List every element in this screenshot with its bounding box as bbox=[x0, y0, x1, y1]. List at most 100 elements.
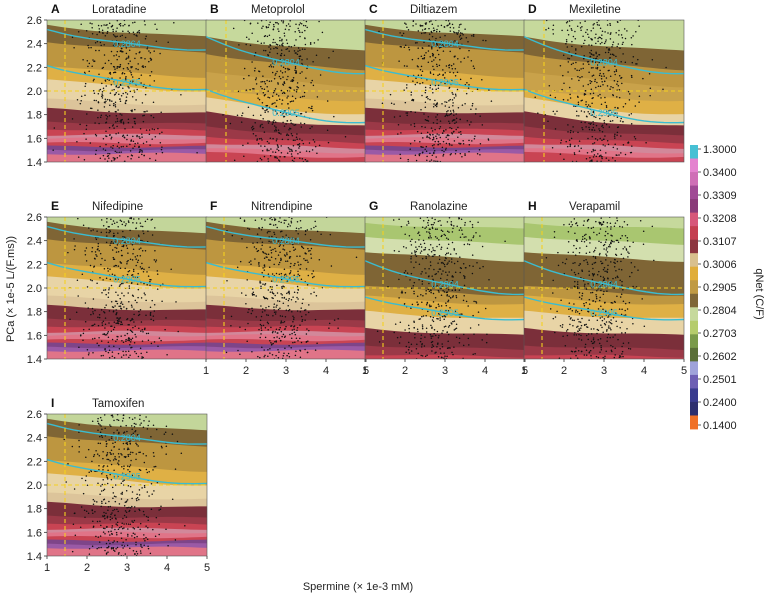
data-point bbox=[114, 35, 116, 37]
data-point bbox=[78, 346, 80, 349]
data-point bbox=[144, 37, 147, 40]
data-point bbox=[576, 25, 579, 27]
data-point bbox=[313, 226, 315, 229]
data-point bbox=[570, 54, 573, 57]
data-point bbox=[260, 81, 262, 83]
data-point bbox=[132, 31, 135, 33]
data-point bbox=[406, 26, 408, 28]
data-point bbox=[139, 149, 141, 151]
data-point bbox=[594, 257, 597, 259]
data-point bbox=[601, 316, 603, 318]
data-point bbox=[618, 74, 621, 77]
data-point bbox=[160, 148, 163, 151]
data-point bbox=[230, 325, 232, 327]
data-point bbox=[612, 146, 615, 149]
panel-title: Diltiazem bbox=[410, 4, 457, 16]
data-point bbox=[275, 126, 277, 128]
data-point bbox=[583, 241, 586, 243]
data-point bbox=[290, 298, 293, 301]
data-point bbox=[427, 310, 429, 313]
data-point bbox=[296, 138, 298, 141]
data-point bbox=[261, 102, 264, 104]
data-point bbox=[290, 46, 293, 48]
data-point bbox=[458, 289, 461, 291]
data-point bbox=[118, 285, 121, 287]
data-point bbox=[572, 262, 574, 264]
data-point bbox=[104, 348, 106, 351]
data-point bbox=[110, 83, 113, 86]
data-point bbox=[270, 65, 273, 68]
isoline-label: 0.2905 bbox=[272, 275, 300, 285]
data-point bbox=[280, 151, 283, 154]
data-point bbox=[305, 77, 307, 79]
data-point bbox=[290, 80, 292, 82]
data-point bbox=[273, 77, 276, 80]
data-point bbox=[135, 258, 137, 260]
data-point bbox=[245, 36, 248, 39]
data-point bbox=[144, 539, 146, 542]
data-point bbox=[631, 145, 633, 147]
data-point bbox=[300, 341, 303, 344]
data-point bbox=[104, 306, 106, 309]
data-point bbox=[410, 287, 413, 290]
data-point bbox=[580, 121, 583, 123]
data-point bbox=[128, 300, 130, 303]
data-point bbox=[437, 140, 440, 143]
data-point bbox=[121, 544, 123, 546]
data-point bbox=[100, 44, 102, 47]
data-point bbox=[91, 65, 93, 68]
data-point bbox=[420, 55, 423, 58]
data-point bbox=[127, 68, 129, 70]
data-point bbox=[427, 61, 430, 64]
data-point bbox=[71, 445, 74, 448]
data-point bbox=[153, 455, 155, 458]
data-point bbox=[107, 509, 109, 511]
data-point bbox=[125, 511, 128, 513]
data-point bbox=[458, 142, 460, 145]
data-point bbox=[442, 289, 444, 292]
data-point bbox=[88, 47, 90, 49]
data-point bbox=[459, 236, 462, 238]
data-point bbox=[132, 80, 134, 82]
data-point bbox=[138, 475, 140, 477]
data-point bbox=[142, 66, 145, 69]
data-point bbox=[272, 38, 275, 41]
data-point bbox=[298, 147, 300, 149]
data-point bbox=[82, 59, 84, 61]
data-point bbox=[131, 428, 133, 430]
data-point bbox=[106, 452, 109, 454]
data-point bbox=[129, 547, 131, 550]
data-point bbox=[432, 55, 434, 57]
data-point bbox=[584, 90, 587, 92]
data-point bbox=[431, 154, 434, 157]
data-point bbox=[315, 295, 318, 297]
data-point bbox=[154, 136, 157, 138]
data-point bbox=[239, 217, 242, 219]
data-point bbox=[138, 235, 140, 238]
data-point bbox=[117, 141, 120, 144]
data-point bbox=[278, 351, 280, 353]
data-point bbox=[108, 153, 111, 155]
data-point bbox=[421, 327, 424, 330]
data-point bbox=[474, 135, 476, 137]
data-point bbox=[592, 92, 595, 94]
data-point bbox=[106, 118, 108, 120]
data-point bbox=[581, 350, 583, 353]
data-point bbox=[585, 252, 588, 254]
data-point bbox=[267, 54, 269, 56]
data-point bbox=[256, 138, 259, 140]
data-point bbox=[141, 151, 143, 153]
data-point bbox=[448, 66, 450, 69]
data-point bbox=[264, 111, 266, 113]
data-point bbox=[425, 119, 428, 122]
data-point bbox=[588, 319, 590, 321]
data-point bbox=[114, 241, 116, 243]
data-point bbox=[451, 231, 454, 233]
data-point bbox=[605, 254, 608, 257]
colorbar-swatch bbox=[690, 415, 698, 430]
data-point bbox=[312, 270, 315, 272]
data-point bbox=[578, 320, 580, 323]
data-point bbox=[622, 257, 625, 260]
data-point bbox=[424, 28, 426, 30]
data-point bbox=[435, 135, 437, 137]
